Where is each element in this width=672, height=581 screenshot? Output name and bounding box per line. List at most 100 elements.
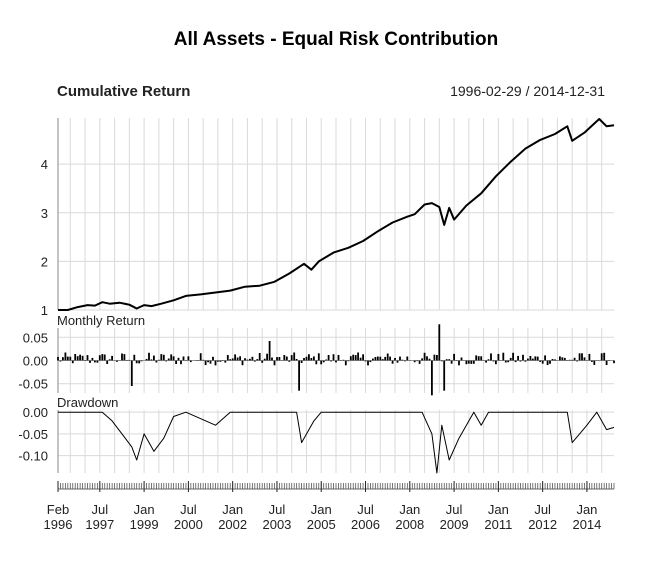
monthly-return-bar	[397, 361, 399, 363]
monthly-return-bar	[200, 353, 202, 360]
monthly-return-bar	[283, 355, 285, 361]
y-tick-label: 2	[41, 254, 48, 269]
monthly-return-bar	[269, 341, 271, 361]
monthly-return-bar	[375, 357, 377, 361]
monthly-return-bar	[579, 353, 581, 360]
monthly-return-bar	[544, 355, 546, 360]
x-tick-label-month: Jan	[488, 502, 509, 517]
monthly-return-bar	[303, 358, 305, 361]
monthly-return-bar	[584, 357, 586, 360]
x-tick-label-year: 2002	[218, 517, 247, 532]
grid-lines	[58, 118, 614, 473]
monthly-return-bar	[242, 361, 244, 366]
monthly-return-bar	[495, 361, 497, 365]
monthly-return-bar	[357, 353, 359, 361]
monthly-return-bar	[133, 355, 135, 361]
monthly-return-bar	[466, 361, 468, 365]
monthly-return-bar	[399, 357, 401, 361]
monthly-return-bar	[510, 358, 512, 361]
x-tick-label-year: 2006	[351, 517, 380, 532]
monthly-return-bar	[298, 361, 300, 391]
monthly-return-bar	[534, 356, 536, 360]
monthly-return-bar	[97, 361, 99, 363]
monthly-return-bar	[606, 361, 608, 366]
monthly-return-bar	[313, 356, 315, 360]
monthly-return-bar	[424, 353, 426, 361]
monthly-return-bar	[338, 355, 340, 361]
monthly-return-bar	[431, 361, 433, 396]
x-tick-label-year: 2012	[528, 517, 557, 532]
monthly-return-bar	[434, 355, 436, 361]
monthly-return-bar	[62, 357, 64, 360]
monthly-return-bar	[72, 361, 74, 364]
monthly-return-bar	[387, 354, 389, 361]
monthly-return-bar	[589, 354, 591, 361]
monthly-return-bar	[175, 361, 177, 365]
x-tick-label-month: Jul	[357, 502, 374, 517]
monthly-return-bar	[470, 361, 472, 364]
monthly-return-bar	[438, 324, 440, 360]
monthly-return-bar	[392, 361, 394, 364]
x-tick-label-month: Feb	[47, 502, 69, 517]
monthly-return-bar	[458, 361, 460, 366]
monthly-return-bar	[212, 357, 214, 361]
x-tick-label-month: Jan	[576, 502, 597, 517]
y-tick-label: -0.10	[18, 449, 48, 464]
monthly-return-bar	[352, 355, 354, 361]
chart-title: All Assets - Equal Risk Contribution	[174, 29, 498, 50]
monthly-return-bar	[180, 361, 182, 365]
x-tick-label-year: 2011	[484, 517, 512, 532]
y-tick-label: 0.00	[23, 405, 48, 420]
monthly-return-bar	[574, 358, 576, 361]
monthly-return-bar	[170, 354, 172, 360]
monthly-return-bar	[478, 356, 480, 360]
monthly-return-bar	[490, 353, 492, 360]
monthly-return-bar	[239, 356, 241, 360]
y-tick-label: 0.00	[23, 354, 48, 369]
monthly-return-bar	[315, 361, 317, 365]
monthly-return-bar	[252, 357, 254, 361]
monthly-return-bar	[379, 357, 381, 361]
monthly-return-bar	[394, 358, 396, 361]
monthly-return-bar	[451, 361, 453, 364]
monthly-return-bar	[259, 353, 261, 361]
x-tick-label-month: Jul	[180, 502, 197, 517]
y-tick-label: 4	[41, 157, 48, 172]
monthly-return-bar	[183, 357, 185, 361]
monthly-return-bar	[419, 361, 421, 364]
monthly-return-bar	[306, 357, 308, 361]
monthly-return-bar	[468, 361, 470, 364]
monthly-return-bar	[244, 358, 246, 360]
monthly-return-bar	[104, 355, 106, 361]
x-tick-label-year: 2005	[307, 517, 336, 532]
monthly-return-bar	[485, 361, 487, 363]
monthly-return-bar	[160, 354, 162, 360]
monthly-return-bar	[138, 361, 140, 364]
monthly-return-bar	[362, 354, 364, 360]
x-tick-label-month: Jan	[222, 502, 243, 517]
x-tick-label-year: 2008	[395, 517, 424, 532]
monthly-return-bar	[601, 353, 603, 360]
monthly-return-bar	[276, 357, 278, 360]
monthly-return-bar	[377, 357, 379, 361]
monthly-return-bar	[547, 361, 549, 366]
monthly-return-bar	[537, 357, 539, 361]
monthly-return-bar	[320, 361, 322, 365]
x-tick-label-month: Jul	[269, 502, 286, 517]
y-tick-label: 0.05	[23, 330, 48, 345]
monthly-return-bar	[512, 353, 514, 361]
monthly-return-bar	[333, 354, 335, 360]
monthly-return-bar	[461, 358, 463, 361]
panel-title-monthly-return: Monthly Return	[57, 313, 145, 328]
monthly-return-bar	[131, 361, 133, 387]
monthly-return-bar	[367, 361, 369, 366]
x-tick-label-month: Jul	[92, 502, 109, 517]
monthly-return-bar	[205, 361, 207, 366]
monthly-return-bar	[136, 361, 138, 364]
monthly-return-bar	[498, 354, 500, 361]
monthly-return-bar	[561, 357, 563, 360]
x-tick-label-month: Jan	[134, 502, 155, 517]
